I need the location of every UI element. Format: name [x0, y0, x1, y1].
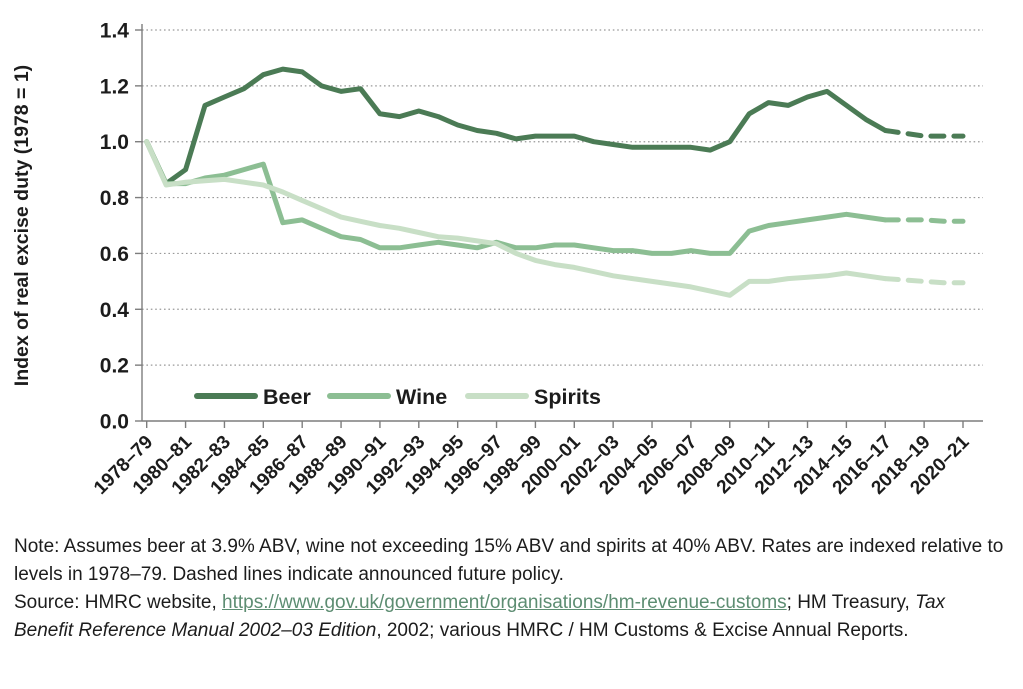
y-tick-label: 1.0 [100, 131, 129, 154]
legend-label-wine: Wine [396, 385, 447, 409]
y-tick-label: 1.2 [100, 75, 129, 98]
y-tick-label: 0.4 [100, 299, 130, 322]
spirits-line-dashed [882, 276, 966, 286]
gridlines [142, 29, 983, 366]
chart-area: 0.0 0.2 0.4 0.6 0.8 1.0 1.2 1.4 1978–79 1980–81 19… [11, 20, 983, 499]
source-text: Source: HMRC website, https://www.gov.uk… [14, 589, 1008, 645]
legend-label-beer: Beer [263, 385, 311, 409]
legend-label-spirits: Spirits [534, 385, 601, 409]
beer-line-dashed [882, 128, 966, 139]
x-axis-ticks: 1978–791980–811982–831984–851986–871988–… [90, 421, 974, 499]
note-line: Note: Assumes beer at 3.9% ABV, wine not… [14, 536, 1004, 585]
beer-line-solid [144, 66, 888, 187]
y-axis-ticks: 0.0 0.2 0.4 0.6 0.8 1.0 1.2 1.4 [100, 20, 142, 434]
wine-line-dashed [882, 217, 966, 224]
legend-spirits: Spirits [465, 385, 601, 409]
axes [141, 24, 983, 422]
y-tick-label: 1.4 [100, 20, 130, 43]
y-tick-label: 0.8 [100, 187, 130, 210]
y-axis-title: Index of real excise duty (1978 = 1) [11, 65, 33, 386]
legend: Beer Wine Spirits [194, 385, 601, 409]
source-mid: ; HM Treasury, [786, 592, 916, 613]
note-text: Note: Assumes beer at 3.9% ABV, wine not… [14, 533, 1008, 589]
chart-notes: Note: Assumes beer at 3.9% ABV, wine not… [14, 533, 1008, 645]
spirits-line-solid [144, 139, 888, 298]
wine-line-solid [144, 139, 888, 256]
y-tick-label: 0.2 [100, 355, 129, 378]
source-prefix: Source: HMRC website, [14, 592, 223, 613]
y-tick-label: 0.6 [100, 243, 129, 266]
y-tick-label: 0.0 [100, 411, 129, 434]
hmrc-link[interactable]: https://www.gov.uk/government/organisati… [222, 592, 787, 613]
excise-duty-line-chart: 0.0 0.2 0.4 0.6 0.8 1.0 1.2 1.4 1978–791980–8119… [11, 20, 983, 499]
legend-wine: Wine [327, 385, 447, 409]
legend-beer: Beer [194, 385, 311, 409]
source-suffix: , 2002; various HMRC / HM Customs & Exci… [376, 620, 909, 641]
source-manual-title: Tax Benefit Reference Manual 2002–03 Edi… [14, 592, 946, 641]
